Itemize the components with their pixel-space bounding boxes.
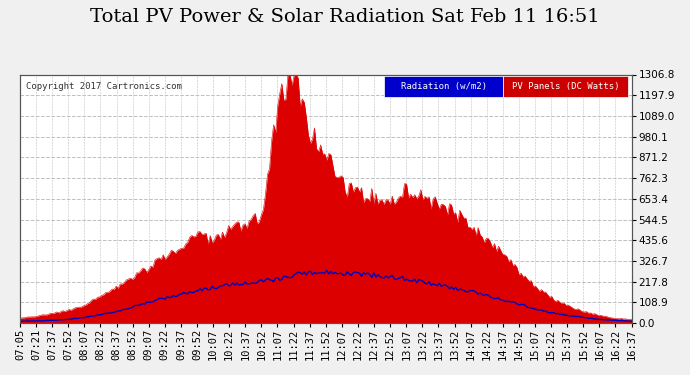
Text: Radiation (w/m2): Radiation (w/m2): [400, 82, 486, 91]
Text: Copyright 2017 Cartronics.com: Copyright 2017 Cartronics.com: [26, 82, 182, 91]
FancyBboxPatch shape: [384, 76, 503, 97]
FancyBboxPatch shape: [503, 76, 629, 97]
Text: Total PV Power & Solar Radiation Sat Feb 11 16:51: Total PV Power & Solar Radiation Sat Feb…: [90, 8, 600, 26]
Text: PV Panels (DC Watts): PV Panels (DC Watts): [512, 82, 620, 91]
